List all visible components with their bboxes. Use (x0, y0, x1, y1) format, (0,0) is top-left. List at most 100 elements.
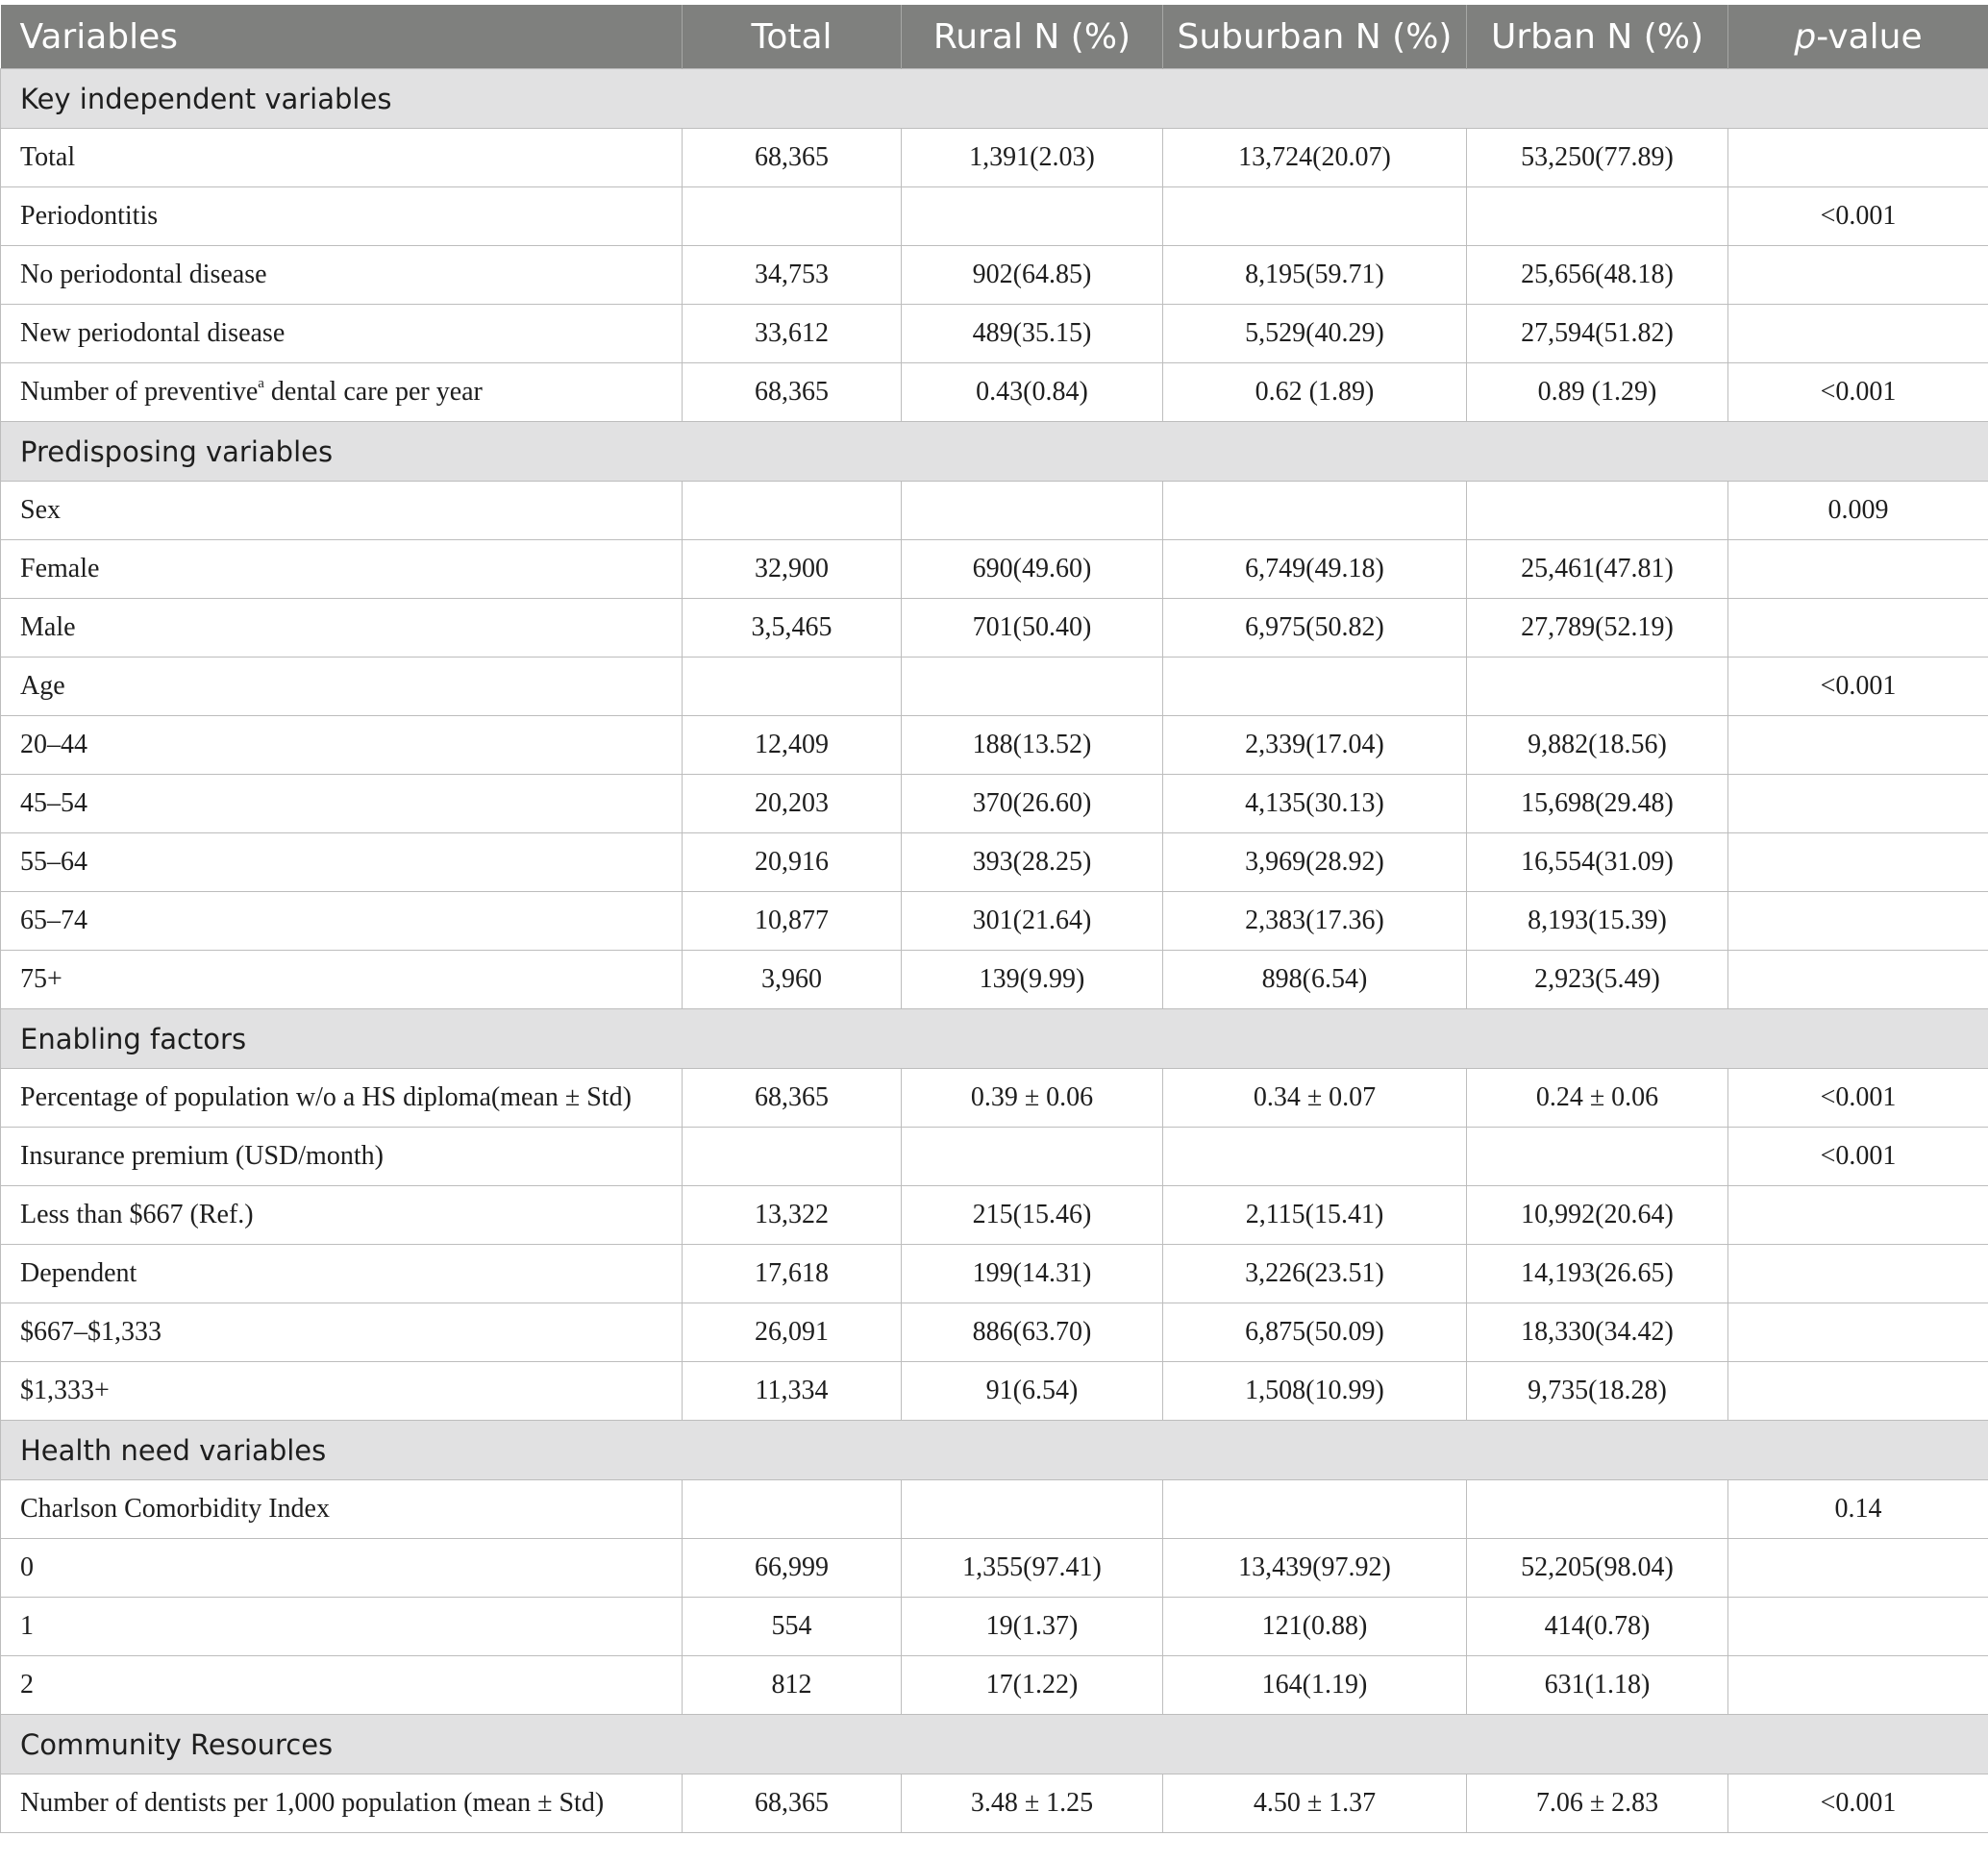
cell-urban: 0.24 ± 0.06 (1466, 1068, 1728, 1128)
section-header: Health need variables (0, 1420, 1988, 1480)
cell-suburban: 2,339(17.04) (1162, 715, 1467, 775)
row-label: 75+ (0, 950, 683, 1009)
table-row: Number of dentists per 1,000 population … (0, 1774, 1988, 1833)
cell-suburban: 0.62 (1.89) (1162, 362, 1467, 422)
cell-p-value (1727, 1597, 1988, 1656)
cell-rural: 1,355(97.41) (901, 1538, 1163, 1598)
cell-p-value: <0.001 (1727, 362, 1988, 422)
header-total: Total (682, 5, 902, 69)
cell-suburban: 8,195(59.71) (1162, 245, 1467, 305)
cell-rural (901, 186, 1163, 246)
cell-rural: 1,391(2.03) (901, 128, 1163, 187)
data-table: Variables Total Rural N (%) Suburban N (… (0, 5, 1988, 1833)
cell-urban: 53,250(77.89) (1466, 128, 1728, 187)
cell-urban (1466, 186, 1728, 246)
section-header: Community Resources (0, 1714, 1988, 1774)
row-label-pre: Number of preventive (20, 377, 259, 407)
cell-total: 34,753 (682, 245, 902, 305)
table-row: 2 812 17(1.22) 164(1.19) 631(1.18) (0, 1655, 1988, 1715)
header-row: Variables Total Rural N (%) Suburban N (… (0, 5, 1988, 69)
row-label: $1,333+ (0, 1361, 683, 1421)
cell-rural: 0.43(0.84) (901, 362, 1163, 422)
cell-p-value (1727, 1303, 1988, 1362)
cell-suburban: 13,724(20.07) (1162, 128, 1467, 187)
cell-total (682, 1479, 902, 1539)
row-label: 0 (0, 1538, 683, 1598)
cell-p-value: <0.001 (1727, 657, 1988, 716)
table-row: Percentage of population w/o a HS diplom… (0, 1068, 1988, 1128)
header-p-suffix: -value (1816, 16, 1923, 57)
cell-rural: 690(49.60) (901, 539, 1163, 599)
cell-total: 11,334 (682, 1361, 902, 1421)
cell-rural: 886(63.70) (901, 1303, 1163, 1362)
row-label-post: dental care per year (263, 377, 483, 407)
cell-suburban (1162, 657, 1467, 716)
cell-suburban: 4.50 ± 1.37 (1162, 1774, 1467, 1833)
cell-p-value (1727, 1244, 1988, 1303)
cell-total: 33,612 (682, 304, 902, 363)
cell-suburban: 6,749(49.18) (1162, 539, 1467, 599)
row-label: 65–74 (0, 891, 683, 951)
row-label: New periodontal disease (0, 304, 683, 363)
cell-total: 26,091 (682, 1303, 902, 1362)
table-row: Female 32,900 690(49.60) 6,749(49.18) 25… (0, 539, 1988, 599)
row-label: 45–54 (0, 774, 683, 833)
table-row: 0 66,999 1,355(97.41) 13,439(97.92) 52,2… (0, 1538, 1988, 1598)
cell-total: 68,365 (682, 362, 902, 422)
table-row: No periodontal disease 34,753 902(64.85)… (0, 245, 1988, 305)
cell-total (682, 186, 902, 246)
cell-urban: 10,992(20.64) (1466, 1185, 1728, 1245)
cell-suburban (1162, 1479, 1467, 1539)
cell-suburban: 6,975(50.82) (1162, 598, 1467, 658)
cell-suburban: 164(1.19) (1162, 1655, 1467, 1715)
header-p-letter: p (1794, 16, 1817, 57)
cell-urban: 14,193(26.65) (1466, 1244, 1728, 1303)
cell-total: 66,999 (682, 1538, 902, 1598)
section-title: Key independent variables (0, 68, 1988, 129)
header-urban: Urban N (%) (1466, 5, 1728, 69)
cell-rural (901, 481, 1163, 540)
cell-urban: 7.06 ± 2.83 (1466, 1774, 1728, 1833)
cell-total: 68,365 (682, 1774, 902, 1833)
cell-total: 20,203 (682, 774, 902, 833)
cell-total: 12,409 (682, 715, 902, 775)
cell-urban: 0.89 (1.29) (1466, 362, 1728, 422)
row-label: Male (0, 598, 683, 658)
cell-rural: 301(21.64) (901, 891, 1163, 951)
cell-suburban: 4,135(30.13) (1162, 774, 1467, 833)
table-row: Number of preventivea dental care per ye… (0, 362, 1988, 422)
cell-urban (1466, 657, 1728, 716)
header-p-value: p-value (1727, 5, 1988, 69)
cell-suburban: 5,529(40.29) (1162, 304, 1467, 363)
section-header: Key independent variables (0, 68, 1988, 129)
cell-total: 17,618 (682, 1244, 902, 1303)
table-row: 65–74 10,877 301(21.64) 2,383(17.36) 8,1… (0, 891, 1988, 951)
cell-urban: 25,656(48.18) (1466, 245, 1728, 305)
section-header: Predisposing variables (0, 421, 1988, 482)
cell-p-value: 0.009 (1727, 481, 1988, 540)
cell-p-value (1727, 598, 1988, 658)
table-row: $1,333+ 11,334 91(6.54) 1,508(10.99) 9,7… (0, 1361, 1988, 1421)
table-row: 20–44 12,409 188(13.52) 2,339(17.04) 9,8… (0, 715, 1988, 775)
row-label: $667–$1,333 (0, 1303, 683, 1362)
cell-total: 3,960 (682, 950, 902, 1009)
cell-urban: 16,554(31.09) (1466, 832, 1728, 892)
table-row: $667–$1,333 26,091 886(63.70) 6,875(50.0… (0, 1303, 1988, 1362)
cell-urban: 27,789(52.19) (1466, 598, 1728, 658)
section-header: Enabling factors (0, 1008, 1988, 1069)
cell-p-value: <0.001 (1727, 1068, 1988, 1128)
table-row: Sex 0.009 (0, 481, 1988, 540)
table-row: New periodontal disease 33,612 489(35.15… (0, 304, 1988, 363)
cell-p-value (1727, 304, 1988, 363)
row-label: No periodontal disease (0, 245, 683, 305)
cell-p-value (1727, 1538, 1988, 1598)
cell-suburban: 2,115(15.41) (1162, 1185, 1467, 1245)
cell-p-value: <0.001 (1727, 1774, 1988, 1833)
header-rural: Rural N (%) (901, 5, 1163, 69)
row-label: 20–44 (0, 715, 683, 775)
row-label: 55–64 (0, 832, 683, 892)
cell-total: 68,365 (682, 128, 902, 187)
cell-urban: 2,923(5.49) (1466, 950, 1728, 1009)
row-label: 2 (0, 1655, 683, 1715)
